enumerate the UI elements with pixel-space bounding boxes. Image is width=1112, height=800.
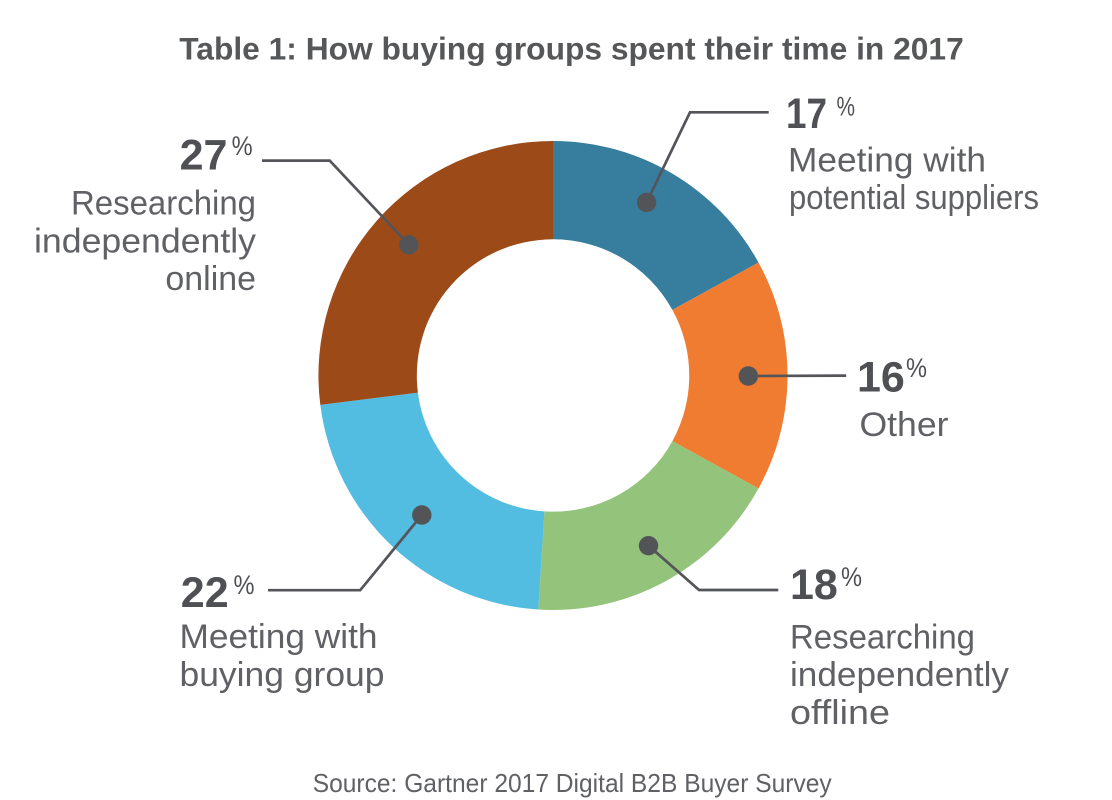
svg-text:%: % xyxy=(234,570,255,600)
svg-text:potential suppliers: potential suppliers xyxy=(789,179,1039,217)
svg-text:18: 18 xyxy=(790,561,838,609)
svg-text:17: 17 xyxy=(786,90,827,138)
svg-text:Table 1: How buying groups spe: Table 1: How buying groups spent their t… xyxy=(179,30,964,66)
svg-text:Researching: Researching xyxy=(790,619,975,657)
svg-text:Researching: Researching xyxy=(71,185,256,223)
svg-text:Source: Gartner 2017 Digital B: Source: Gartner 2017 Digital B2B Buyer S… xyxy=(313,768,832,798)
svg-text:buying group: buying group xyxy=(180,656,385,694)
svg-text:27: 27 xyxy=(180,131,228,179)
svg-text:%: % xyxy=(906,353,927,383)
svg-text:online: online xyxy=(165,260,256,298)
svg-text:independently: independently xyxy=(790,656,1009,694)
svg-text:22: 22 xyxy=(181,569,229,617)
svg-text:16: 16 xyxy=(857,354,905,402)
svg-text:Meeting with: Meeting with xyxy=(180,618,378,656)
svg-text:Meeting with: Meeting with xyxy=(788,141,986,179)
svg-text:independently: independently xyxy=(34,222,256,260)
svg-text:offline: offline xyxy=(790,694,890,732)
svg-text:Other: Other xyxy=(860,406,949,444)
svg-text:%: % xyxy=(837,91,856,121)
svg-text:%: % xyxy=(841,562,862,592)
svg-text:%: % xyxy=(232,131,253,161)
